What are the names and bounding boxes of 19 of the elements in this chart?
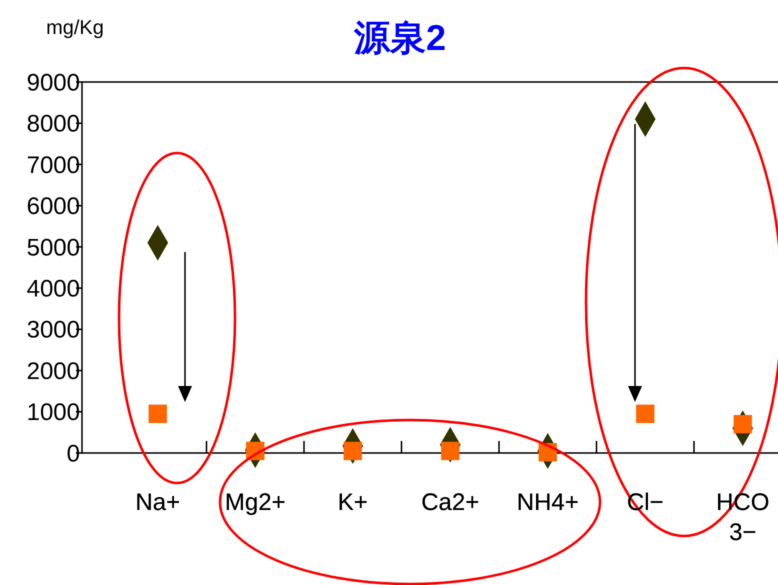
x-tick-label: Ca2+ — [421, 489, 480, 516]
point — [148, 404, 167, 423]
y-axis-title: mg/Kg — [46, 17, 104, 39]
y-tick-label: 5000 — [26, 234, 80, 262]
y-tick-label: 6000 — [26, 193, 80, 220]
y-tick-label: 0 — [66, 440, 80, 468]
point — [636, 404, 654, 423]
y-tick-label: 8000 — [26, 110, 80, 138]
y-tick-label: 7000 — [26, 152, 80, 179]
y-tick-label: 9000 — [26, 69, 80, 96]
x-tick-label: Mg2+ — [224, 489, 286, 516]
x-tick-label: K+ — [338, 489, 368, 516]
y-tick-label: 2000 — [26, 358, 80, 385]
x-tick-label: Na+ — [135, 489, 180, 516]
y-tick-label: 3000 — [26, 316, 80, 344]
y-tick-label: 4000 — [26, 276, 80, 303]
y-tick-label: 1000 — [26, 399, 80, 426]
x-tick-label: NH4+ — [516, 489, 579, 516]
chart-title: 源泉2 — [352, 17, 446, 58]
